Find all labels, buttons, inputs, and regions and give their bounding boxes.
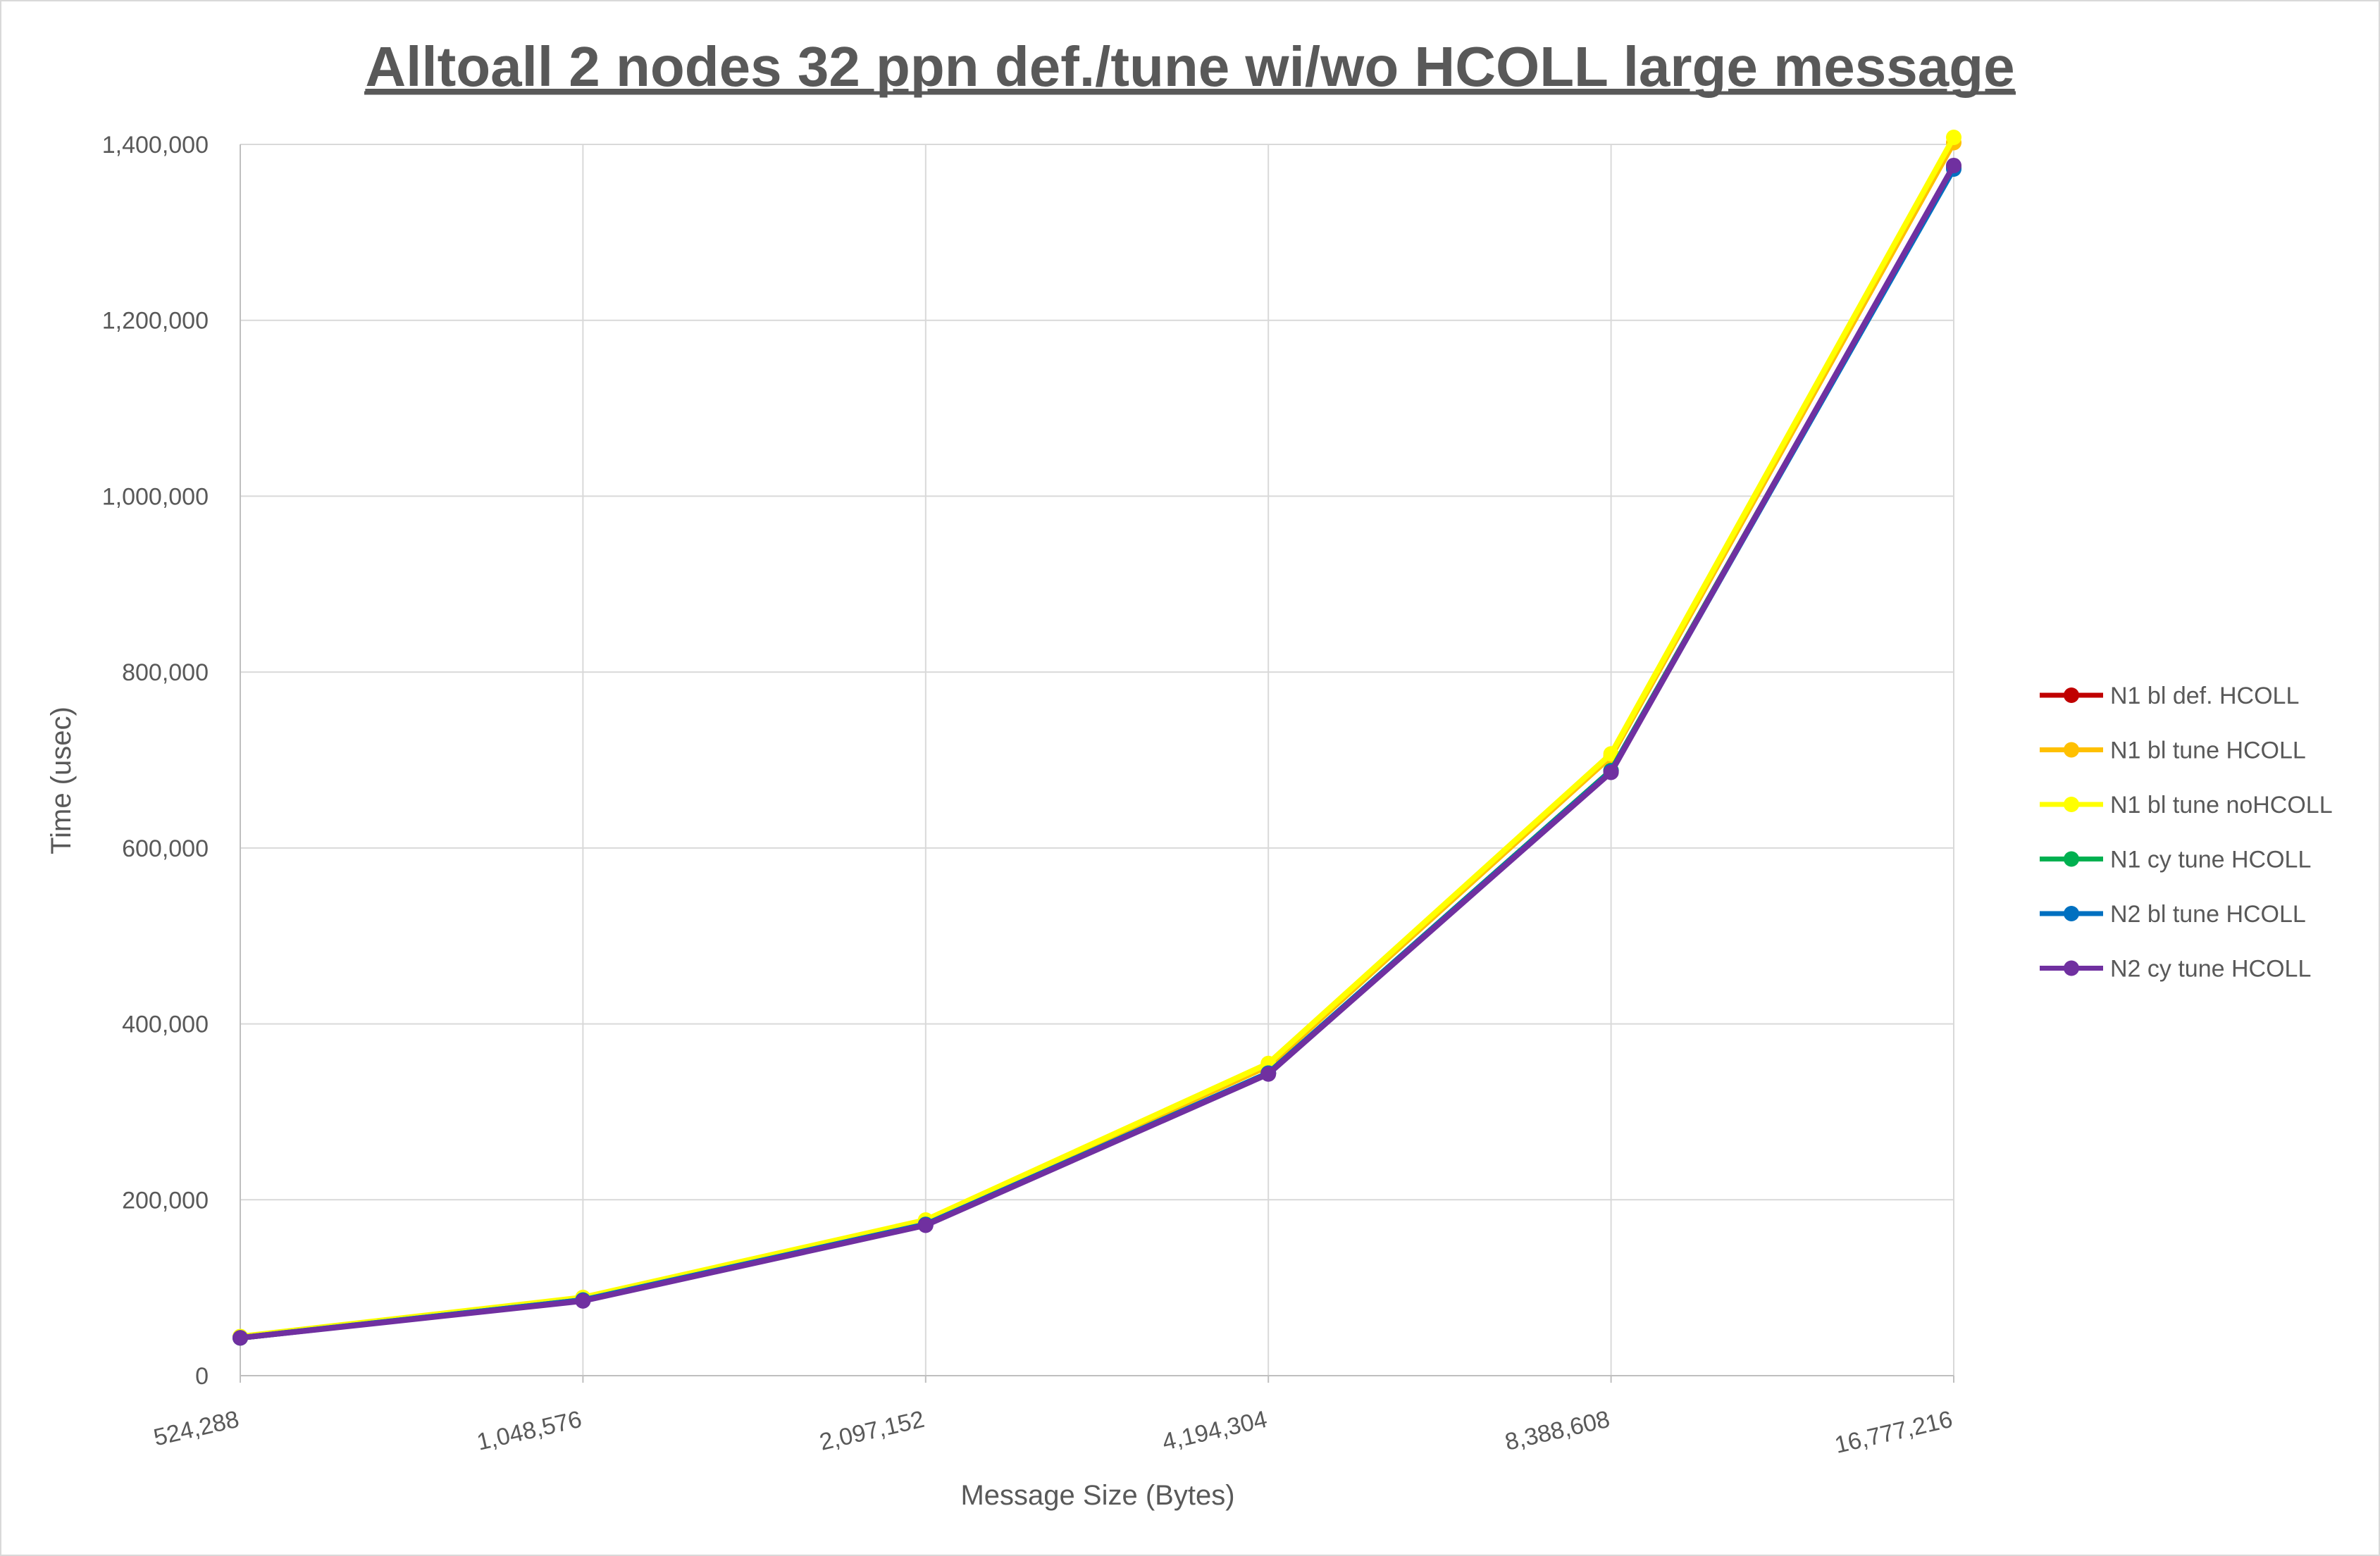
legend-label: N1 bl tune HCOLL (2110, 737, 2306, 764)
legend-item: N2 bl tune HCOLL (2040, 901, 2306, 928)
y-tick-label: 1,200,000 (102, 308, 209, 335)
legend-swatch-marker (2064, 687, 2079, 703)
legend-label: N1 cy tune HCOLL (2110, 847, 2311, 873)
data-point (1260, 1066, 1277, 1082)
legend-item: N2 cy tune HCOLL (2040, 956, 2311, 983)
legend: N1 bl def. HCOLL N1 bl tune HCOLL N1 bl tu… (2040, 683, 2333, 983)
legend-label: N1 bl def. HCOLL (2110, 683, 2299, 709)
legend-swatch-marker (2064, 797, 2079, 812)
series-line (240, 167, 1957, 1341)
series-2 (233, 130, 1961, 1345)
series-1 (233, 135, 1961, 1345)
y-tick-label: 1,400,000 (102, 132, 209, 158)
y-tick-label: 1,000,000 (102, 483, 209, 510)
y-tick-label: 600,000 (122, 835, 209, 862)
y-axis-title: Time (usec) (46, 707, 77, 854)
series-0 (233, 159, 1961, 1346)
data-point (233, 1330, 248, 1346)
legend-item: N1 bl tune noHCOLL (2040, 792, 2333, 819)
x-tick-label: 1,048,576 (474, 1406, 584, 1456)
data-point (575, 1293, 591, 1309)
axes: 0 200,000 400,000 600,000 800,000 1,000,000 1,… (102, 132, 1955, 1459)
data-point (1946, 157, 1961, 173)
data-point (917, 1217, 934, 1233)
legend-label: N2 cy tune HCOLL (2110, 956, 2311, 983)
legend-item: N1 bl def. HCOLL (2040, 683, 2299, 709)
legend-swatch-marker (2064, 742, 2079, 758)
legend-label: N2 bl tune HCOLL (2110, 901, 2306, 928)
series-line (240, 166, 1957, 1341)
gridlines (240, 144, 1954, 1376)
x-tick-label: 8,388,608 (1502, 1406, 1612, 1456)
legend-swatch-marker (2064, 960, 2079, 976)
series-4 (233, 161, 1961, 1346)
data-point (1603, 746, 1619, 762)
y-tick-label: 400,000 (122, 1012, 209, 1038)
x-axis-title: Message Size (Bytes) (960, 1480, 1234, 1511)
legend-item: N1 cy tune HCOLL (2040, 847, 2311, 873)
legend-swatch-marker (2064, 906, 2079, 921)
series-line (240, 166, 1957, 1341)
x-tick-label: 16,777,216 (1832, 1406, 1954, 1459)
x-tick-label: 4,194,304 (1160, 1406, 1270, 1456)
legend-label: N1 bl tune noHCOLL (2110, 792, 2333, 819)
series-5 (233, 157, 1961, 1346)
x-tick-label: 524,288 (151, 1406, 241, 1452)
series-line (240, 141, 1957, 1340)
data-point (1603, 764, 1619, 780)
series-lines (233, 130, 1961, 1346)
legend-item: N1 bl tune HCOLL (2040, 737, 2306, 764)
series-line (240, 163, 1957, 1341)
y-tick-label: 200,000 (122, 1187, 209, 1214)
x-tick-label: 2,097,152 (817, 1406, 927, 1456)
data-point (1946, 130, 1961, 146)
chart-title: Alltoall 2 nodes 32 ppn def./tune wi/wo … (365, 35, 2014, 98)
legend-swatch-marker (2064, 851, 2079, 867)
series-line (240, 136, 1957, 1340)
y-tick-label: 0 (195, 1363, 209, 1390)
y-tick-label: 800,000 (122, 659, 209, 686)
series-3 (233, 159, 1961, 1346)
